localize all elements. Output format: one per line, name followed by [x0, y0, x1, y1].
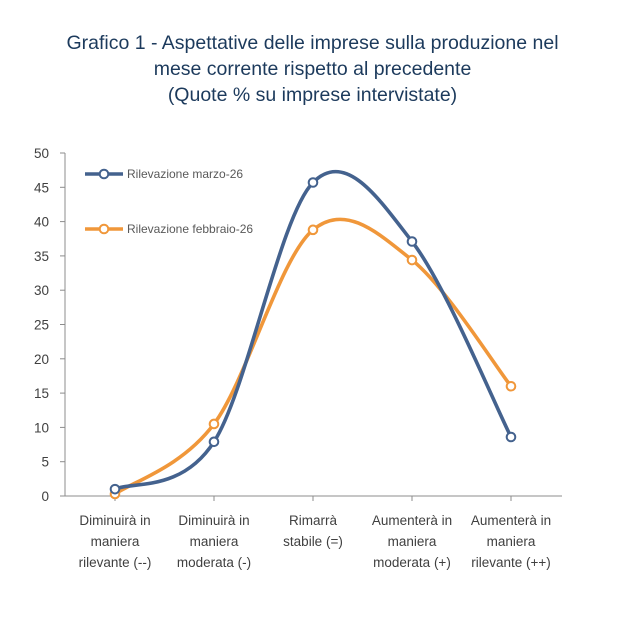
y-tick-label: 50 — [34, 146, 49, 161]
legend-marker-1 — [98, 223, 110, 235]
series-points — [109, 177, 517, 500]
y-tick-label: 30 — [34, 283, 49, 298]
y-axis-ticks: 0 5 10 15 20 25 30 35 40 45 50 — [34, 146, 65, 504]
y-tick-label: 10 — [34, 420, 49, 435]
y-tick-label: 40 — [34, 215, 49, 230]
x-axis-ticks: Diminuirà in maniera rilevante (--) Diminui… — [79, 496, 551, 570]
data-point-0-2 — [307, 177, 319, 188]
data-point-0-4 — [505, 431, 517, 443]
data-point-0-0 — [109, 483, 121, 495]
chart-title-line-3: (Quote % su imprese intervistate) — [167, 84, 458, 106]
legend-label-0: Rilevazione marzo-26 — [127, 167, 243, 181]
series-lines — [113, 169, 513, 496]
x-category-label: Diminuirà in maniera rilevante (--) — [79, 513, 152, 570]
data-point-1-4 — [505, 380, 517, 392]
chart-title: Grafico 1 - Aspettative delle imprese su… — [0, 30, 625, 108]
data-point-0-1 — [208, 436, 220, 448]
data-point-1-1 — [208, 418, 220, 430]
legend-label-1: Rilevazione febbraio-26 — [127, 222, 253, 236]
x-category-label: Rimarrà stabile (=) — [283, 513, 343, 549]
series-line-0 — [113, 169, 513, 491]
y-tick-label: 5 — [41, 455, 49, 470]
series-line-1 — [113, 217, 513, 496]
y-tick-label: 45 — [34, 180, 49, 195]
legend-marker-0 — [98, 168, 110, 180]
data-point-1-3 — [406, 254, 418, 266]
x-category-label: Diminuirà in maniera moderata (-) — [177, 513, 251, 570]
y-tick-label: 25 — [34, 318, 49, 333]
y-tick-label: 0 — [41, 489, 49, 504]
chart-title-line-1: Grafico 1 - Aspettative delle imprese su… — [66, 32, 559, 54]
x-category-label: Aumenterà in maniera moderata (+) — [372, 513, 452, 570]
x-category-label: Aumenterà in maniera rilevante (++) — [471, 513, 551, 570]
chart-title-line-2: mese corrente rispetto al precedente — [153, 58, 472, 80]
data-point-0-3 — [406, 236, 418, 247]
legend: Rilevazione marzo-26 Rilevazione febbraio… — [85, 167, 253, 236]
y-tick-label: 35 — [34, 249, 49, 264]
axes — [64, 153, 562, 497]
y-tick-label: 15 — [34, 386, 49, 401]
y-tick-label: 20 — [34, 352, 49, 367]
data-point-1-2 — [307, 224, 319, 236]
